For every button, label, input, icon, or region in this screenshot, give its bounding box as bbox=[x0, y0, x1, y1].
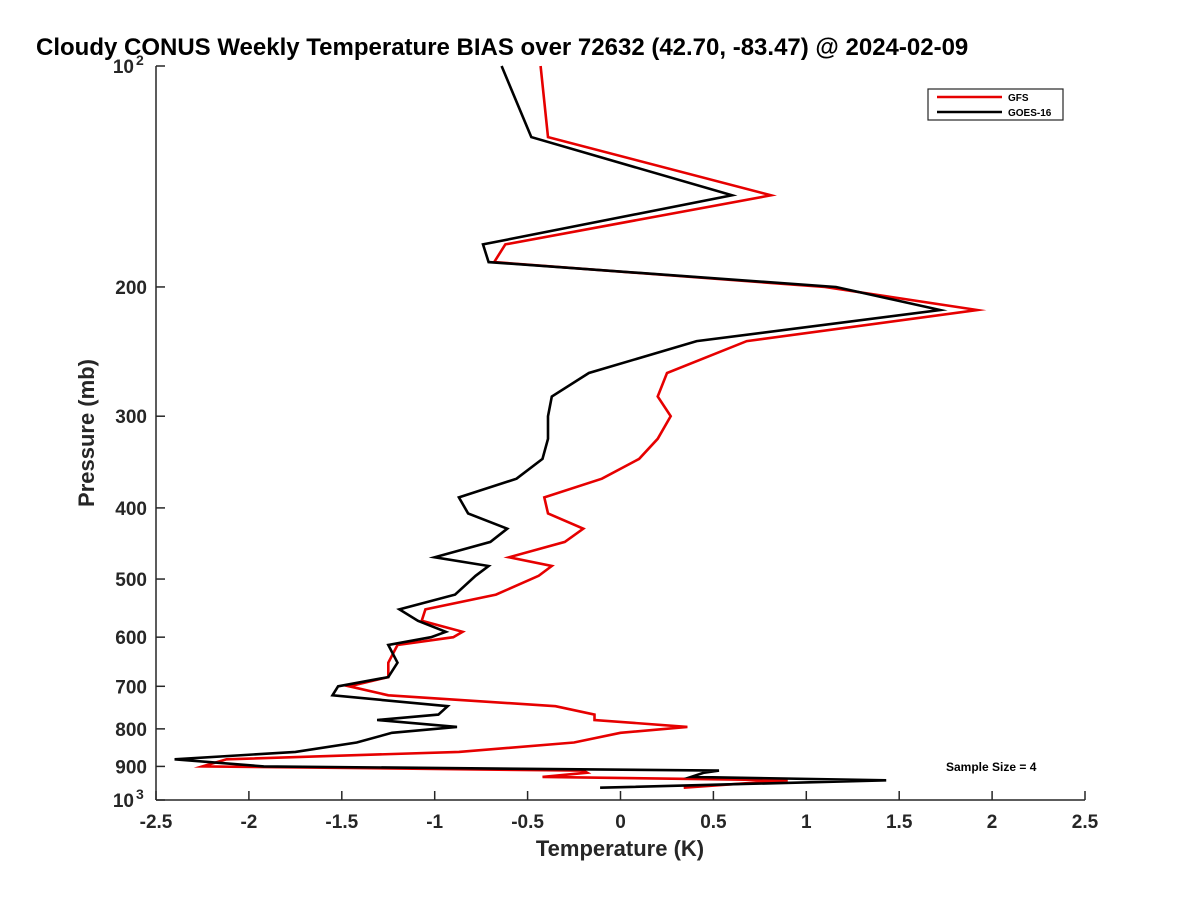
y-tick-base: 10 bbox=[113, 57, 134, 78]
y-tick-base: 10 bbox=[113, 791, 134, 812]
x-axis-label: Temperature (K) bbox=[536, 836, 704, 861]
series-layer bbox=[174, 65, 987, 789]
x-tick-label: 1.5 bbox=[886, 812, 913, 833]
y-tick-label: 10 bbox=[113, 57, 134, 78]
legend: GFS GOES-16 bbox=[927, 88, 1064, 121]
y-tick-label: 800 bbox=[115, 720, 147, 741]
x-tick-label: 2 bbox=[987, 812, 998, 833]
series-line-goes-16 bbox=[174, 65, 948, 789]
y-tick-label: 200 bbox=[115, 278, 147, 299]
y-tick-exponent: 2 bbox=[136, 52, 144, 68]
sample-size-annotation: Sample Size = 4 bbox=[946, 760, 1037, 774]
x-tick-label: 0.5 bbox=[700, 812, 727, 833]
legend-box bbox=[927, 88, 1064, 121]
chart-title: Cloudy CONUS Weekly Temperature BIAS ove… bbox=[36, 34, 968, 61]
x-tick-label: -2.5 bbox=[140, 812, 173, 833]
y-tick-label: 400 bbox=[115, 499, 147, 520]
y-tick-label: 900 bbox=[115, 757, 147, 778]
legend-label: GOES-16 bbox=[1008, 108, 1052, 119]
x-tick-label: 2.5 bbox=[1072, 812, 1099, 833]
x-tick-label: 0 bbox=[615, 812, 626, 833]
y-tick-label: 10 bbox=[113, 791, 134, 812]
x-tick-label: -0.5 bbox=[511, 812, 544, 833]
x-tick-label: -1 bbox=[426, 812, 443, 833]
y-axis-label: Pressure (mb) bbox=[74, 359, 99, 507]
y-tick-label: 500 bbox=[115, 570, 147, 591]
axes-layer: -2.5 -2 -1.5 -1 -0.5 0 0.5 1 1.5 2 2.510 2200300400… bbox=[113, 52, 1099, 833]
y-tick-exponent: 3 bbox=[136, 786, 144, 802]
x-tick-label: -1.5 bbox=[325, 812, 358, 833]
series-line-gfs bbox=[193, 65, 987, 789]
y-tick-label: 700 bbox=[115, 677, 147, 698]
legend-label: GFS bbox=[1008, 93, 1029, 104]
y-tick-label: 300 bbox=[115, 407, 147, 428]
y-tick-label: 600 bbox=[115, 628, 147, 649]
x-tick-label: -2 bbox=[240, 812, 257, 833]
x-tick-label: 1 bbox=[801, 812, 812, 833]
